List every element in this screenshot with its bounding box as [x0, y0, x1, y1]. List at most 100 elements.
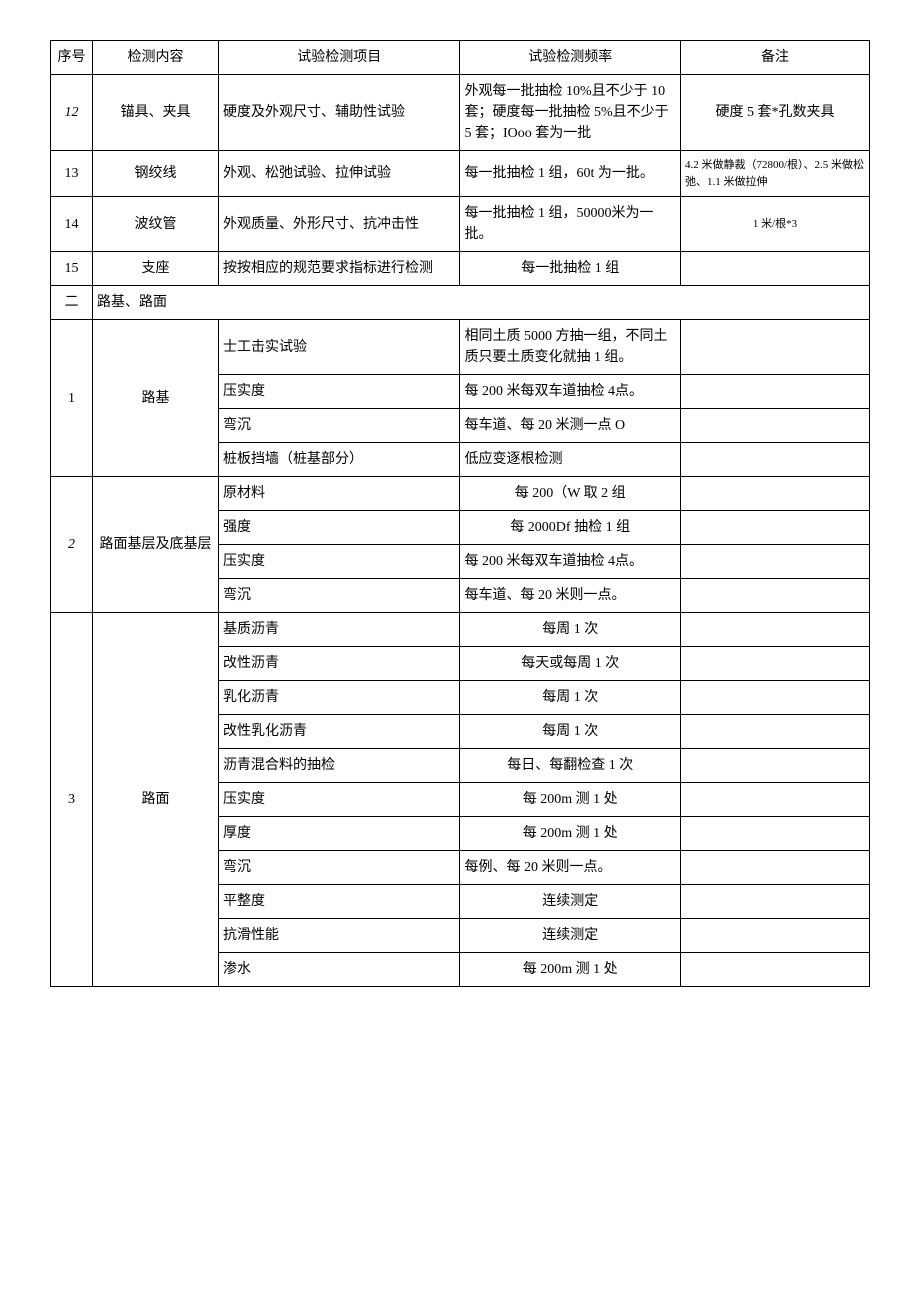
table-row: 1 路基 士工击实试验 相同土质 5000 方抽一组，不同土质只要土质变化就抽 …: [51, 320, 870, 375]
cell-note: [680, 783, 869, 817]
cell-note: [680, 579, 869, 613]
cell-note: 硬度 5 套*孔数夹具: [680, 75, 869, 151]
cell-item: 厚度: [218, 817, 459, 851]
cell-content: 路基: [93, 320, 219, 477]
section-title: 路基、路面: [93, 286, 870, 320]
table-row: 14 波纹管 外观质量、外形尺寸、抗冲击性 每一批抽检 1 组，50000米为一…: [51, 197, 870, 252]
cell-seq: 12: [51, 75, 93, 151]
th-content: 检测内容: [93, 41, 219, 75]
cell-note: [680, 749, 869, 783]
cell-item: 士工击实试验: [218, 320, 459, 375]
table-row: 15 支座 按按相应的规范要求指标进行检测 每一批抽检 1 组: [51, 252, 870, 286]
cell-item: 外观、松弛试验、拉伸试验: [218, 151, 459, 197]
cell-seq: 2: [51, 477, 93, 613]
cell-item: 平整度: [218, 885, 459, 919]
cell-freq: 每周 1 次: [460, 613, 680, 647]
cell-note: [680, 443, 869, 477]
cell-freq: 每 200m 测 1 处: [460, 817, 680, 851]
cell-item: 按按相应的规范要求指标进行检测: [218, 252, 459, 286]
table-row: 13 钢绞线 外观、松弛试验、拉伸试验 每一批抽检 1 组，60t 为一批。 4…: [51, 151, 870, 197]
cell-item: 乳化沥青: [218, 681, 459, 715]
cell-freq: 每 200 米每双车道抽检 4点。: [460, 545, 680, 579]
cell-freq: 每 200（W 取 2 组: [460, 477, 680, 511]
cell-note: [680, 613, 869, 647]
cell-note: [680, 252, 869, 286]
cell-content: 路面: [93, 613, 219, 987]
cell-item: 改性沥青: [218, 647, 459, 681]
cell-note: [680, 953, 869, 987]
cell-freq: 低应变逐根检测: [460, 443, 680, 477]
cell-note: [680, 409, 869, 443]
cell-seq: 3: [51, 613, 93, 987]
cell-freq: 每一批抽检 1 组，60t 为一批。: [460, 151, 680, 197]
cell-freq: 每周 1 次: [460, 715, 680, 749]
cell-freq: 每一批抽检 1 组，50000米为一批。: [460, 197, 680, 252]
th-note: 备注: [680, 41, 869, 75]
cell-note: [680, 919, 869, 953]
cell-content: 锚具、夹具: [93, 75, 219, 151]
cell-item: 沥青混合料的抽检: [218, 749, 459, 783]
th-seq: 序号: [51, 41, 93, 75]
cell-item: 原材料: [218, 477, 459, 511]
cell-note: [680, 647, 869, 681]
cell-freq: 每车道、每 20 米测一点 O: [460, 409, 680, 443]
cell-content: 波纹管: [93, 197, 219, 252]
cell-item: 外观质量、外形尺寸、抗冲击性: [218, 197, 459, 252]
cell-note: [680, 681, 869, 715]
cell-note: 4.2 米做静裁（72800/根）、2.5 米做松弛、1.1 米做拉伸: [680, 151, 869, 197]
th-freq: 试验检测频率: [460, 41, 680, 75]
cell-item: 压实度: [218, 375, 459, 409]
cell-freq: 外观每一批抽检 10%且不少于 10 套；硬度每一批抽检 5%且不少于 5 套；…: [460, 75, 680, 151]
th-item: 试验检测项目: [218, 41, 459, 75]
cell-freq: 每 2000Df 抽检 1 组: [460, 511, 680, 545]
cell-note: [680, 851, 869, 885]
cell-freq: 连续测定: [460, 919, 680, 953]
cell-freq: 每一批抽检 1 组: [460, 252, 680, 286]
cell-note: 1 米/根*3: [680, 197, 869, 252]
cell-item: 弯沉: [218, 579, 459, 613]
cell-freq: 连续测定: [460, 885, 680, 919]
cell-item: 硬度及外观尺寸、辅助性试验: [218, 75, 459, 151]
cell-note: [680, 817, 869, 851]
cell-freq: 每 200 米每双车道抽检 4点。: [460, 375, 680, 409]
cell-seq: 13: [51, 151, 93, 197]
cell-item: 压实度: [218, 783, 459, 817]
cell-freq: 每日、每翻检查 1 次: [460, 749, 680, 783]
table-header-row: 序号 检测内容 试验检测项目 试验检测频率 备注: [51, 41, 870, 75]
cell-item: 抗滑性能: [218, 919, 459, 953]
inspection-table: 序号 检测内容 试验检测项目 试验检测频率 备注 12 锚具、夹具 硬度及外观尺…: [50, 40, 870, 987]
cell-item: 渗水: [218, 953, 459, 987]
cell-note: [680, 477, 869, 511]
cell-freq: 每车道、每 20 米则一点。: [460, 579, 680, 613]
cell-seq: 15: [51, 252, 93, 286]
cell-item: 桩板挡墙（桩基部分）: [218, 443, 459, 477]
cell-item: 压实度: [218, 545, 459, 579]
section-seq: 二: [51, 286, 93, 320]
cell-note: [680, 715, 869, 749]
section-row: 二 路基、路面: [51, 286, 870, 320]
cell-freq: 每 200m 测 1 处: [460, 953, 680, 987]
cell-seq: 14: [51, 197, 93, 252]
cell-note: [680, 320, 869, 375]
cell-freq: 每周 1 次: [460, 681, 680, 715]
cell-freq: 每 200m 测 1 处: [460, 783, 680, 817]
cell-freq: 每天或每周 1 次: [460, 647, 680, 681]
cell-note: [680, 375, 869, 409]
cell-content: 支座: [93, 252, 219, 286]
cell-seq: 1: [51, 320, 93, 477]
cell-note: [680, 545, 869, 579]
table-row: 3 路面 基质沥青 每周 1 次: [51, 613, 870, 647]
cell-item: 强度: [218, 511, 459, 545]
table-row: 2 路面基层及底基层 原材料 每 200（W 取 2 组: [51, 477, 870, 511]
cell-item: 基质沥青: [218, 613, 459, 647]
cell-content: 路面基层及底基层: [93, 477, 219, 613]
table-row: 12 锚具、夹具 硬度及外观尺寸、辅助性试验 外观每一批抽检 10%且不少于 1…: [51, 75, 870, 151]
cell-content: 钢绞线: [93, 151, 219, 197]
cell-note: [680, 885, 869, 919]
cell-item: 弯沉: [218, 409, 459, 443]
cell-freq: 相同土质 5000 方抽一组，不同土质只要土质变化就抽 1 组。: [460, 320, 680, 375]
cell-item: 弯沉: [218, 851, 459, 885]
cell-freq: 每例、每 20 米则一点。: [460, 851, 680, 885]
cell-item: 改性乳化沥青: [218, 715, 459, 749]
cell-note: [680, 511, 869, 545]
